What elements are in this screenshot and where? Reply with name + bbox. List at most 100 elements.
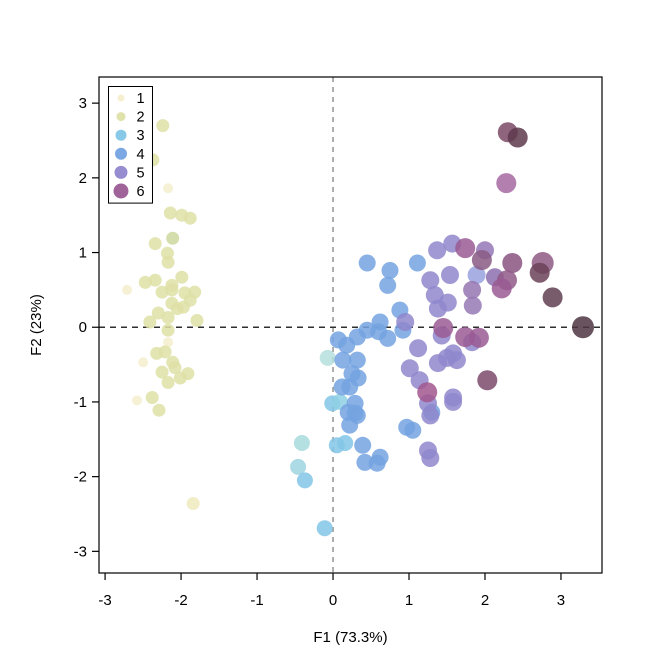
- data-point-group-2: [148, 237, 162, 251]
- legend-label-5: 5: [137, 165, 145, 181]
- data-point-group-4: [379, 329, 397, 347]
- data-point-group-5: [441, 266, 459, 284]
- legend-swatch-3: [115, 129, 127, 141]
- y-axis-tick-label: 3: [79, 95, 87, 112]
- data-point-group-5: [428, 354, 447, 373]
- legend-label-4: 4: [137, 147, 145, 163]
- data-point-group-5: [444, 388, 463, 407]
- data-point-group-2: [155, 365, 169, 379]
- data-point-group-4: [348, 351, 366, 369]
- data-point-group-2: [161, 323, 175, 337]
- data-point-group-4: [334, 351, 352, 369]
- y-axis-tick-label: -3: [74, 543, 87, 560]
- data-point-group-2: [145, 391, 159, 404]
- data-point-group-4: [348, 406, 366, 424]
- x-axis-tick-label: -1: [250, 592, 263, 609]
- data-point-group-6: [507, 127, 528, 148]
- data-point-group-3: [316, 520, 333, 537]
- legend-label-6: 6: [137, 184, 145, 200]
- x-axis-tick-label: 0: [329, 592, 337, 609]
- data-point-group-5: [428, 241, 447, 260]
- data-point-group-2: [151, 306, 165, 320]
- data-point-group-5: [444, 344, 463, 363]
- data-point-group-5: [425, 286, 444, 305]
- data-point-group-6: [572, 316, 594, 339]
- data-point-group-6: [542, 287, 563, 308]
- data-point-group-2: [190, 314, 204, 327]
- data-point-group-6: [433, 318, 454, 338]
- data-point-group-4: [381, 262, 399, 279]
- y-axis-label: F2 (23%): [28, 294, 45, 356]
- data-point-group-2: [181, 367, 195, 381]
- legend-swatch-2: [116, 112, 126, 122]
- data-point-group-5: [396, 313, 415, 331]
- data-point-group-2: [148, 273, 162, 287]
- y-axis-tick-label: 2: [79, 170, 87, 187]
- data-point-group-3: [319, 349, 336, 366]
- data-point-group-2: [138, 275, 152, 289]
- data-point-group-4: [358, 254, 376, 272]
- data-point-group-2: [161, 255, 175, 269]
- data-point-group-5: [409, 339, 428, 358]
- legend-label-1: 1: [137, 91, 145, 107]
- data-point-group-6: [477, 370, 498, 391]
- data-point-group-6: [529, 262, 550, 283]
- data-point-group-5: [421, 271, 440, 290]
- data-point-group-6: [502, 253, 523, 273]
- legend-swatch-5: [114, 165, 128, 179]
- data-point-group-4: [341, 378, 359, 396]
- data-point-group-4: [354, 436, 372, 454]
- data-point-group-2: [166, 231, 180, 245]
- data-point-group-4: [398, 418, 416, 436]
- data-point-group-3: [290, 458, 307, 475]
- x-axis-tick-label: 1: [405, 592, 413, 609]
- legend-swatch-4: [115, 147, 127, 160]
- data-point-group-2: [156, 119, 170, 133]
- y-axis-tick-label: 1: [79, 245, 87, 262]
- data-point-group-5: [421, 449, 440, 467]
- x-axis-label: F1 (73.3%): [313, 629, 387, 646]
- data-point-group-4: [408, 254, 426, 272]
- data-point-group-2: [161, 311, 175, 324]
- data-point-group-1: [163, 183, 174, 194]
- data-point-group-5: [428, 299, 447, 318]
- data-point-group-3: [293, 435, 310, 451]
- data-point-group-2: [143, 315, 157, 329]
- data-point-group-4: [356, 453, 374, 471]
- x-axis-tick-label: 3: [557, 592, 565, 609]
- data-point-group-2: [161, 376, 175, 389]
- data-point-group-4: [371, 448, 389, 466]
- data-point-group-2: [175, 270, 189, 284]
- legend-box: [108, 86, 153, 204]
- data-point-group-2: [165, 283, 179, 297]
- data-point-group-5: [463, 280, 482, 299]
- x-axis-tick-label: -3: [98, 592, 111, 609]
- data-point-group-2: [176, 300, 190, 314]
- data-point-group-5: [467, 266, 486, 284]
- legend-swatch-1: [117, 94, 125, 102]
- y-axis-tick-label: 0: [79, 319, 87, 336]
- data-point-group-3: [337, 435, 354, 451]
- x-axis-tick-label: -2: [174, 592, 187, 609]
- data-point-group-4: [379, 276, 397, 294]
- data-point-group-2: [155, 285, 169, 299]
- data-point-group-5: [463, 296, 482, 315]
- y-axis-tick-label: -1: [74, 394, 87, 411]
- data-point-group-2: [158, 345, 172, 359]
- legend-swatch-6: [113, 183, 129, 199]
- data-point-group-1: [132, 395, 142, 406]
- data-point-group-4: [348, 328, 366, 346]
- data-point-group-1: [163, 337, 174, 348]
- data-point-group-6: [471, 250, 492, 270]
- data-point-group-2: [152, 403, 166, 417]
- legend-label-3: 3: [137, 128, 145, 144]
- data-point-group-5: [400, 359, 419, 378]
- data-point-group-2: [186, 497, 200, 510]
- data-point-group-2: [183, 211, 197, 225]
- data-point-group-6: [491, 278, 512, 299]
- data-point-group-6: [417, 382, 438, 403]
- legend-label-2: 2: [137, 110, 145, 126]
- data-point-group-6: [468, 327, 489, 348]
